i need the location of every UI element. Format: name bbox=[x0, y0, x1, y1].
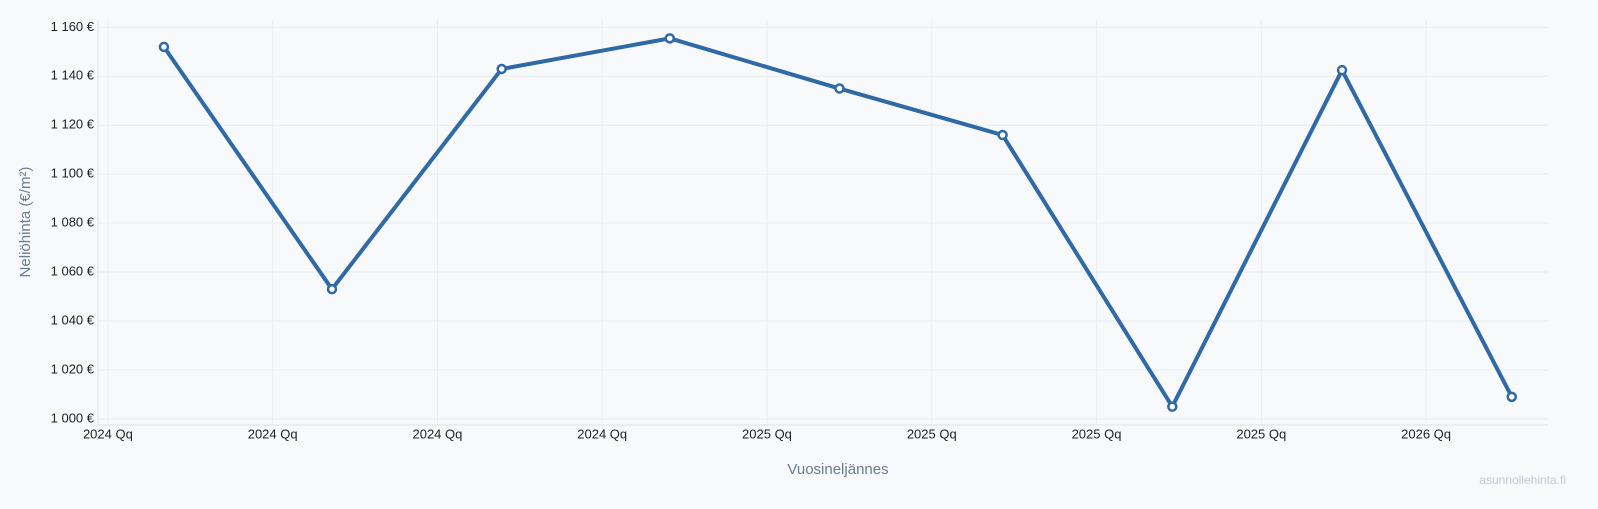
watermark: asunnollehinta.fi bbox=[1479, 473, 1566, 487]
x-tick-label: 2024 Qq bbox=[577, 426, 627, 441]
y-tick-label: 1 140 € bbox=[51, 68, 95, 83]
point bbox=[1167, 401, 1178, 412]
point bbox=[997, 129, 1008, 141]
y-tick-label: 1 000 € bbox=[51, 410, 95, 425]
point bbox=[664, 33, 676, 44]
x-tick-label: 2026 Qq bbox=[1401, 426, 1451, 441]
x-tick-label: 2024 Qq bbox=[83, 426, 133, 441]
point bbox=[1336, 64, 1348, 76]
x-tick-label: 2025 Qq bbox=[907, 426, 957, 441]
y-tick-label: 1 100 € bbox=[51, 166, 95, 181]
y-tick-label: 1 060 € bbox=[51, 263, 95, 278]
x-tick-label: 2025 Qq bbox=[1236, 426, 1286, 441]
point bbox=[496, 63, 507, 75]
point bbox=[158, 41, 170, 53]
x-tick-label: 2025 Qq bbox=[1072, 426, 1122, 441]
y-tick-label: 1 120 € bbox=[51, 117, 95, 132]
x-axis-title: Vuosineljännes bbox=[787, 461, 888, 478]
y-axis-title: Neliöhinta (€/m²) bbox=[17, 167, 34, 278]
point bbox=[1506, 391, 1517, 403]
x-tick-label: 2024 Qq bbox=[412, 426, 462, 441]
point bbox=[326, 283, 338, 295]
x-tick-label: 2025 Qq bbox=[742, 426, 792, 441]
y-tick-label: 1 080 € bbox=[51, 215, 95, 230]
y-tick-label: 1 160 € bbox=[51, 19, 95, 34]
y-tick-label: 1 040 € bbox=[51, 312, 95, 327]
point bbox=[834, 83, 845, 94]
x-tick-label: 2024 Qq bbox=[248, 426, 298, 441]
y-tick-label: 1 020 € bbox=[51, 361, 95, 376]
